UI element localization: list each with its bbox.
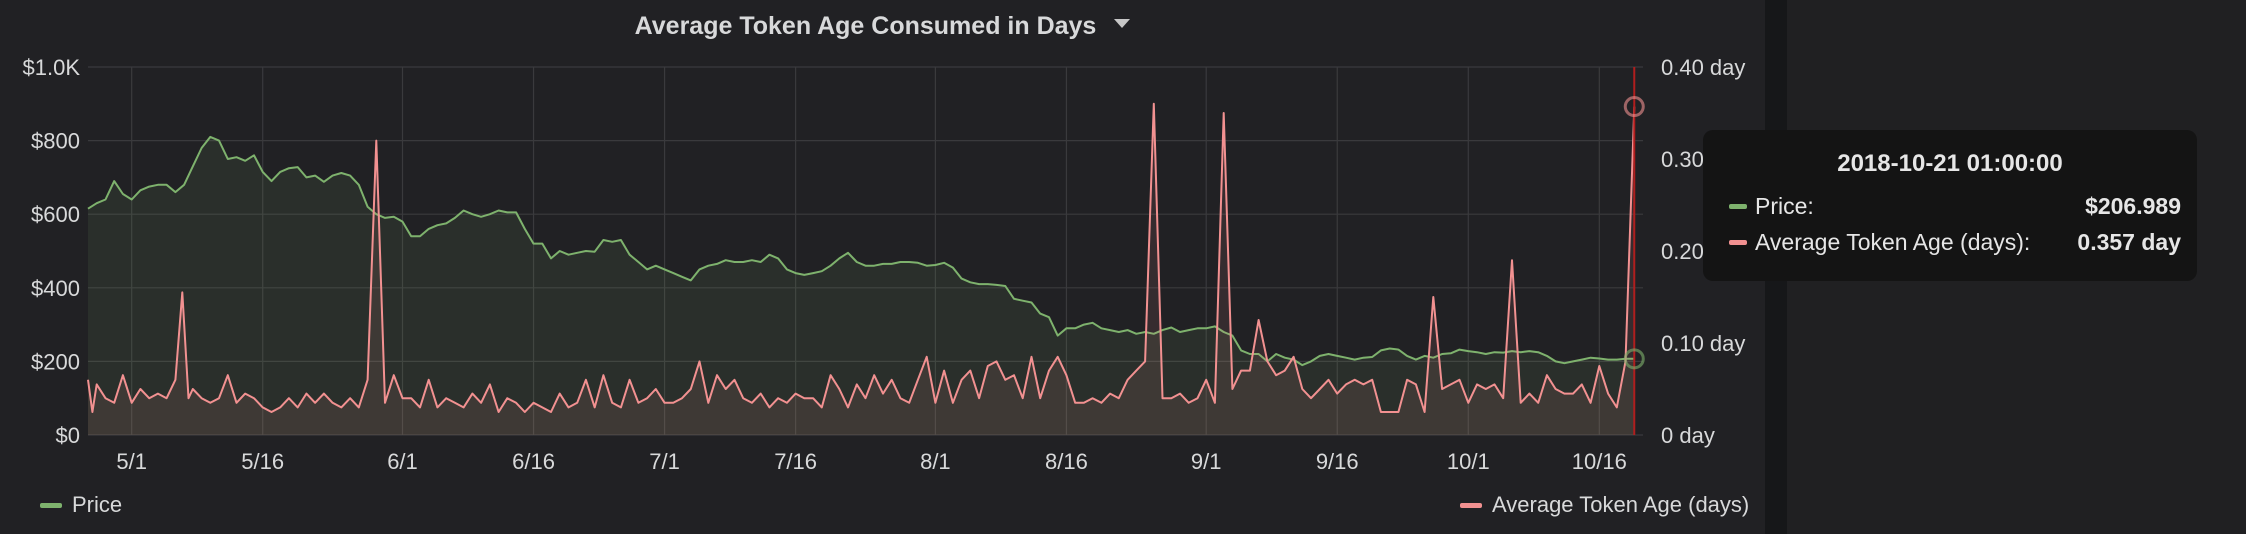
tooltip-price-row: Price: $206.989 — [1729, 193, 2181, 220]
y-right-tick-label: 0 day — [1661, 423, 1715, 448]
x-tick-label: 8/1 — [920, 449, 951, 474]
hover-tooltip: 2018-10-21 01:00:00 Price: $206.989 Aver… — [1703, 130, 2197, 281]
legend-age[interactable]: Average Token Age (days) — [1460, 492, 1749, 518]
x-tick-label: 7/1 — [649, 449, 680, 474]
x-tick-label: 8/16 — [1045, 449, 1088, 474]
x-tick-label: 10/16 — [1572, 449, 1627, 474]
y-left-tick-label: $0 — [56, 423, 80, 448]
tooltip-price-value: $206.989 — [2085, 193, 2181, 219]
x-tick-label: 5/1 — [116, 449, 147, 474]
panel-title[interactable]: Average Token Age Consumed in Days — [634, 12, 1097, 40]
tooltip-age-row: Average Token Age (days): 0.357 day — [1729, 229, 2181, 256]
tooltip-age-value: 0.357 day — [2077, 229, 2181, 255]
tooltip-age-swatch — [1729, 240, 1747, 245]
legend-age-swatch — [1460, 502, 1482, 508]
legend-price-swatch — [40, 502, 62, 508]
legend-price-label[interactable]: Price — [72, 492, 123, 517]
tooltip-price-label: Price: — [1755, 193, 1814, 219]
x-tick-label: 6/1 — [387, 449, 418, 474]
y-left-tick-label: $400 — [31, 276, 80, 301]
hover-marker-price — [1623, 348, 1645, 370]
y-left-tick-label: $600 — [31, 202, 80, 227]
legend-price[interactable]: Price — [40, 492, 122, 518]
y-right-tick-label: 0.40 day — [1661, 55, 1745, 80]
series-area-age — [88, 103, 1635, 436]
tooltip-price-swatch — [1729, 204, 1747, 209]
y-left-tick-label: $1.0K — [23, 55, 81, 80]
y-left-tick-label: $200 — [31, 349, 80, 374]
y-left-tick-label: $800 — [31, 129, 80, 154]
panel-title-wrap[interactable]: Average Token Age Consumed in Days — [0, 12, 1765, 41]
series-line-age — [87, 102, 1636, 413]
y-right-tick-label: 0.10 day — [1661, 331, 1745, 356]
chart-panel — [0, 0, 1765, 534]
chevron-down-icon[interactable] — [1114, 18, 1131, 28]
legend-age-label[interactable]: Average Token Age (days) — [1492, 492, 1750, 517]
y-right-tick-label: 0.20 — [1661, 239, 1704, 264]
tooltip-time: 2018-10-21 01:00:00 — [1837, 150, 2063, 177]
series-line-price — [87, 135, 1635, 367]
tooltip-age-label: Average Token Age (days): — [1755, 229, 2031, 255]
x-tick-label: 9/1 — [1191, 449, 1222, 474]
series-area-price — [88, 136, 1635, 435]
hover-marker-age — [1623, 96, 1645, 118]
y-right-tick-label: 0.30 — [1661, 147, 1704, 172]
x-tick-label: 10/1 — [1447, 449, 1490, 474]
x-tick-label: 6/16 — [512, 449, 555, 474]
x-tick-label: 5/16 — [241, 449, 284, 474]
x-tick-label: 9/16 — [1316, 449, 1359, 474]
chart-svg[interactable]: 5/1 5/16 6/1 6/16 7/1 7/16 8/1 8/16 9/1 9/16 10/1 1… — [0, 0, 1765, 534]
x-tick-label: 7/16 — [774, 449, 817, 474]
